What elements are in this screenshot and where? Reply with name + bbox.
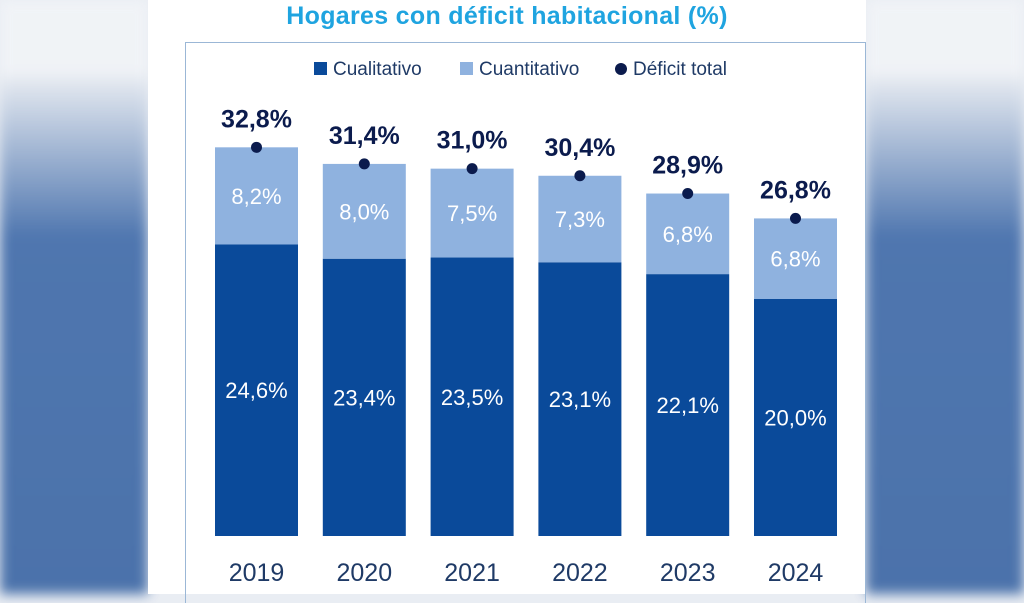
data-label-cualitativo-2023: 22,1% — [657, 393, 719, 418]
chart-frame — [185, 42, 866, 603]
blurred-background-left — [0, 0, 148, 594]
data-label-total-2024: 26,8% — [760, 176, 831, 204]
data-label-cualitativo-2019: 24,6% — [225, 378, 287, 403]
data-label-cuantitativo-2020: 8,0% — [339, 199, 389, 224]
data-label-total-2023: 28,9% — [652, 152, 723, 180]
legend-marker-deficit-total — [615, 63, 627, 75]
total-marker-2021 — [466, 163, 478, 175]
bar-cualitativo-2021 — [430, 257, 514, 536]
data-label-cualitativo-2020: 23,4% — [333, 385, 395, 410]
legend-swatch-cuantitativo — [460, 62, 473, 75]
bar-cualitativo-2024 — [754, 299, 837, 536]
chart-title: Hogares con déficit habitacional (%) — [286, 2, 728, 30]
bar-cuantitativo-2022 — [538, 175, 622, 263]
blurred-background-right — [866, 0, 1024, 594]
data-label-cuantitativo-2021: 7,5% — [447, 201, 497, 226]
bar-cuantitativo-2019 — [215, 147, 298, 245]
bar-cuantitativo-2020 — [322, 163, 406, 259]
x-tick-label-2024: 2024 — [768, 559, 824, 587]
stacked-bar-chart: Cualitativo Cuantitativo Déficit total 24,6… — [215, 59, 837, 587]
legend-label-cuantitativo: Cuantitativo — [479, 59, 579, 80]
x-tick-label-2021: 2021 — [444, 559, 500, 587]
chart-card: Hogares con déficit habitacional (%) Cua… — [148, 0, 866, 603]
data-label-cuantitativo-2023: 6,8% — [663, 222, 713, 247]
data-label-total-2021: 31,0% — [437, 127, 508, 155]
x-tick-label-2023: 2023 — [660, 559, 716, 587]
bar-cualitativo-2023 — [646, 274, 730, 536]
legend-label-cualitativo: Cualitativo — [333, 59, 422, 80]
bar-cuantitativo-2024 — [754, 218, 837, 299]
data-label-cuantitativo-2019: 8,2% — [231, 184, 281, 209]
total-marker-2020 — [358, 158, 370, 170]
bar-cualitativo-2020 — [322, 258, 406, 536]
legend-label-deficit-total: Déficit total — [633, 59, 727, 80]
total-marker-2024 — [790, 212, 801, 224]
x-tick-label-2019: 2019 — [229, 559, 285, 587]
bar-cuantitativo-2021 — [430, 168, 514, 258]
data-label-total-2019: 32,8% — [221, 105, 292, 133]
bar-cualitativo-2019 — [215, 244, 298, 537]
data-label-cualitativo-2024: 20,0% — [764, 406, 826, 431]
x-tick-label-2022: 2022 — [552, 559, 608, 587]
data-label-total-2022: 30,4% — [544, 134, 615, 162]
x-tick-label-2020: 2020 — [336, 559, 392, 587]
data-label-cualitativo-2022: 23,1% — [549, 387, 611, 412]
data-label-total-2020: 31,4% — [329, 122, 400, 150]
data-label-cuantitativo-2024: 6,8% — [770, 247, 820, 272]
bar-cuantitativo-2023 — [646, 193, 730, 275]
total-marker-2023 — [682, 188, 694, 200]
bar-cualitativo-2022 — [538, 262, 622, 536]
data-label-cuantitativo-2022: 7,3% — [555, 207, 605, 232]
data-label-cualitativo-2021: 23,5% — [441, 385, 503, 410]
legend-swatch-cualitativo — [314, 62, 327, 75]
total-marker-2019 — [251, 141, 262, 153]
total-marker-2022 — [574, 170, 586, 182]
